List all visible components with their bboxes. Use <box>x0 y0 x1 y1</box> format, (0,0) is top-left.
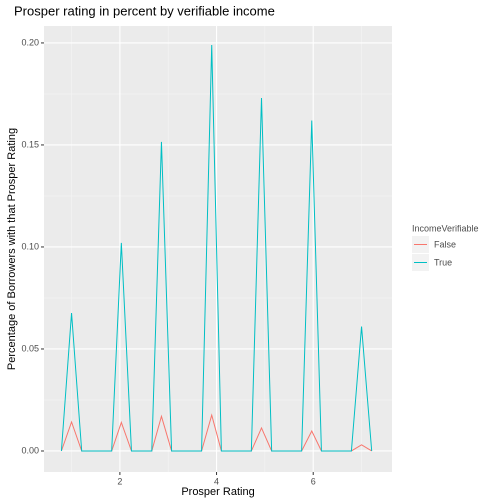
y-tick-label: 0.00 <box>21 445 39 455</box>
legend-title: IncomeVerifiable <box>412 223 479 233</box>
data-line <box>60 413 372 452</box>
legend-label: True <box>434 257 452 267</box>
x-axis-title: Prosper Rating <box>181 486 254 498</box>
y-axis-title: Percentage of Borrowers with that Prospe… <box>6 128 18 370</box>
x-tick-label: 2 <box>117 476 122 486</box>
y-tick-label: 0.05 <box>21 343 39 353</box>
y-tick-label: 0.10 <box>21 241 39 251</box>
x-tick-label: 4 <box>214 476 219 486</box>
chart-title: Prosper rating in percent by verifiable … <box>14 3 275 18</box>
plot-background <box>44 26 392 472</box>
x-tick-label: 6 <box>311 476 316 486</box>
legend-label: False <box>434 239 456 249</box>
y-tick-label: 0.15 <box>21 139 39 149</box>
data-line <box>60 44 373 452</box>
y-tick-label: 0.20 <box>21 37 39 47</box>
